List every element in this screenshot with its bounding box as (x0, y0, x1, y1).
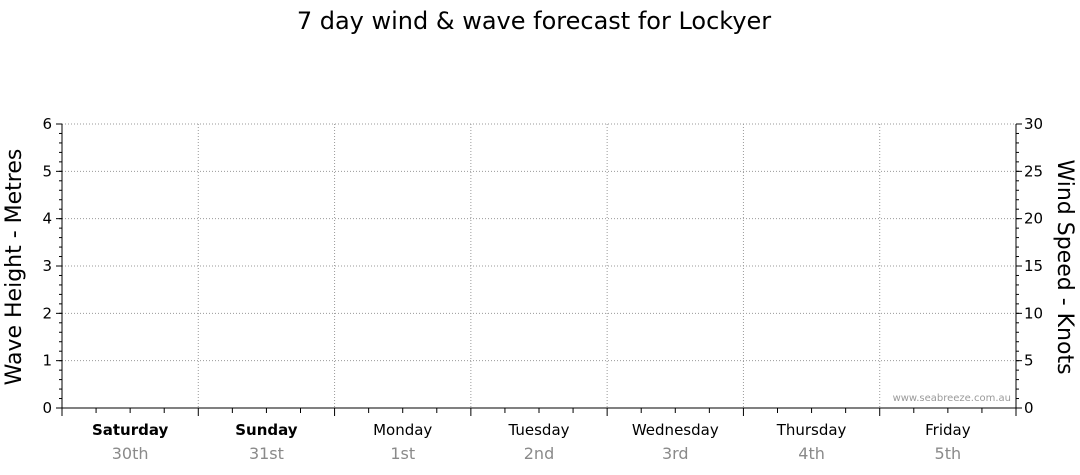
day-name-label: Saturday (92, 421, 169, 439)
y-tick-label-right: 0 (1024, 399, 1034, 417)
x-day-labels: Saturday 30th Sunday 31st Monday 1st Tuesday 2n… (92, 421, 971, 463)
day-date-label: 1st (390, 444, 415, 463)
day-name-label: Wednesday (632, 421, 719, 439)
y-ticks-left: 0 1 2 3 4 5 6 (42, 115, 62, 417)
y-tick-label-left: 0 (42, 399, 52, 417)
axes (61, 124, 1017, 416)
day-name-label: Sunday (235, 421, 298, 439)
chart-title: 7 day wind & wave forecast for Lockyer (297, 7, 771, 35)
y-axis-right-label: Wind Speed - Knots (1052, 159, 1077, 374)
watermark: www.seabreeze.com.au (893, 393, 1011, 404)
day-date-label: 4th (798, 444, 825, 463)
day-name-label: Friday (925, 421, 971, 439)
y-tick-label-left: 6 (42, 115, 52, 133)
day-name-label: Tuesday (507, 421, 569, 439)
day-date-label: 5th (935, 444, 962, 463)
y-tick-label-right: 30 (1024, 115, 1043, 133)
day-date-label: 2nd (524, 444, 554, 463)
y-tick-label-left: 2 (42, 304, 52, 322)
y-tick-label-right: 15 (1024, 257, 1043, 275)
y-tick-label-right: 5 (1024, 352, 1034, 370)
day-date-label: 3rd (662, 444, 689, 463)
y-tick-label-left: 5 (42, 162, 52, 180)
y-ticks-right: 0 5 10 15 20 25 30 (1016, 115, 1043, 417)
y-tick-label-left: 4 (42, 210, 52, 228)
grid-lines (62, 123, 1016, 408)
y-tick-label-right: 25 (1024, 162, 1043, 180)
y-tick-label-left: 3 (42, 257, 52, 275)
day-date-label: 31st (249, 444, 284, 463)
day-date-label: 30th (112, 444, 149, 463)
day-name-label: Monday (373, 421, 432, 439)
y-axis-left-label: Wave Height - Metres (2, 149, 27, 386)
y-tick-label-right: 10 (1024, 304, 1043, 322)
y-tick-label-right: 20 (1024, 210, 1043, 228)
day-name-label: Thursday (776, 421, 847, 439)
y-tick-label-left: 1 (42, 352, 52, 370)
